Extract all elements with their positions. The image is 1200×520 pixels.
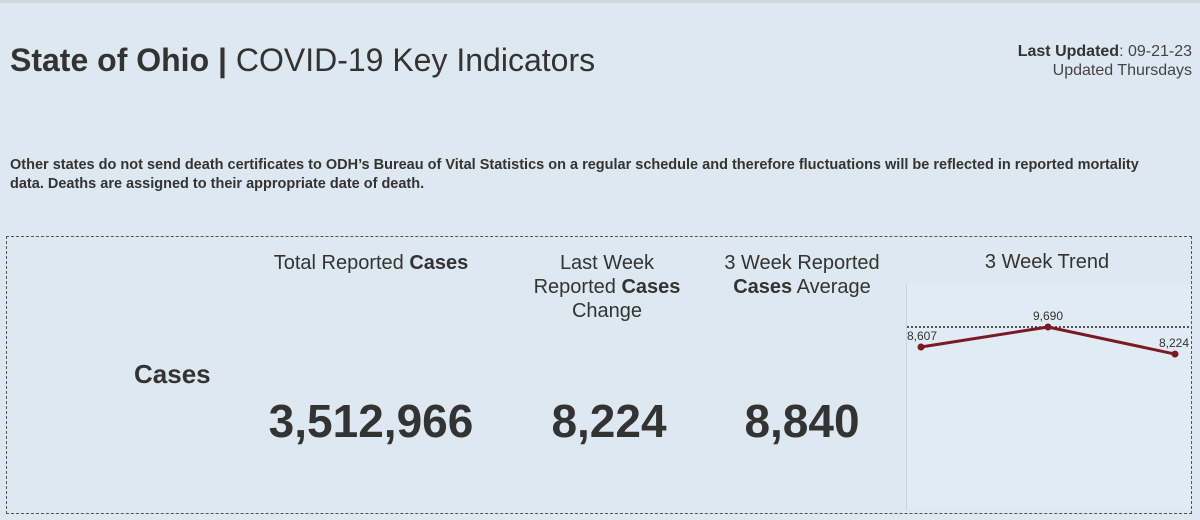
total-cases-value: 3,512,966	[268, 395, 474, 447]
row-label-cases: Cases	[134, 359, 211, 389]
trend-data-label-2: 9,690	[1033, 309, 1063, 323]
last-updated: Last Updated: 09-21-23 Updated Thursdays	[1018, 42, 1192, 80]
trend-series-line	[920, 325, 1176, 356]
title-subject: COVID-19 Key Indicators	[235, 42, 596, 78]
header-total-cases: Total Reported Cases	[246, 251, 496, 275]
trend-point-3	[1171, 350, 1179, 358]
last-updated-date: : 09-21-23	[1119, 43, 1192, 60]
header-lw-line3: Change	[571, 300, 643, 322]
header-total-text: Total Reported	[273, 252, 410, 274]
update-cadence: Updated Thursdays	[1052, 62, 1192, 79]
indicators-panel	[6, 236, 1192, 514]
header-avg-line1: 3 Week Reported	[724, 252, 880, 274]
trend-point-1	[917, 343, 925, 351]
trend-chart-area: 8,607 9,690 8,224	[906, 284, 1191, 510]
title-state: State of Ohio	[10, 42, 210, 78]
header-lw-bold: Cases	[621, 276, 681, 298]
header-three-week-trend: 3 Week Trend	[984, 251, 1110, 273]
header-three-week-average: 3 Week Reported Cases Average	[706, 251, 898, 299]
header-avg-bold: Cases	[733, 276, 793, 298]
header-last-week-change: Last Week Reported Cases Change	[512, 251, 702, 323]
title-separator: |	[209, 42, 236, 78]
trend-point-2	[1044, 323, 1052, 331]
trend-chart: 8,607 9,690 8,224	[907, 309, 1191, 358]
header-avg-line2: Average	[792, 276, 871, 298]
last-updated-label: Last Updated	[1017, 43, 1120, 60]
header-lw-line2: Reported	[533, 276, 622, 298]
header-lw-line1: Last Week	[559, 252, 655, 274]
page-title: State of Ohio | COVID-19 Key Indicators	[10, 42, 595, 79]
three-week-average-value: 8,840	[744, 395, 860, 447]
trend-data-label-1: 8,607	[907, 329, 937, 343]
trend-data-label-3: 8,224	[1159, 336, 1189, 350]
header-total-bold: Cases	[409, 252, 469, 274]
mortality-notice: Other states do not send death certifica…	[10, 157, 1139, 192]
last-week-change-value: 8,224	[551, 395, 667, 447]
top-border	[0, 0, 1200, 3]
